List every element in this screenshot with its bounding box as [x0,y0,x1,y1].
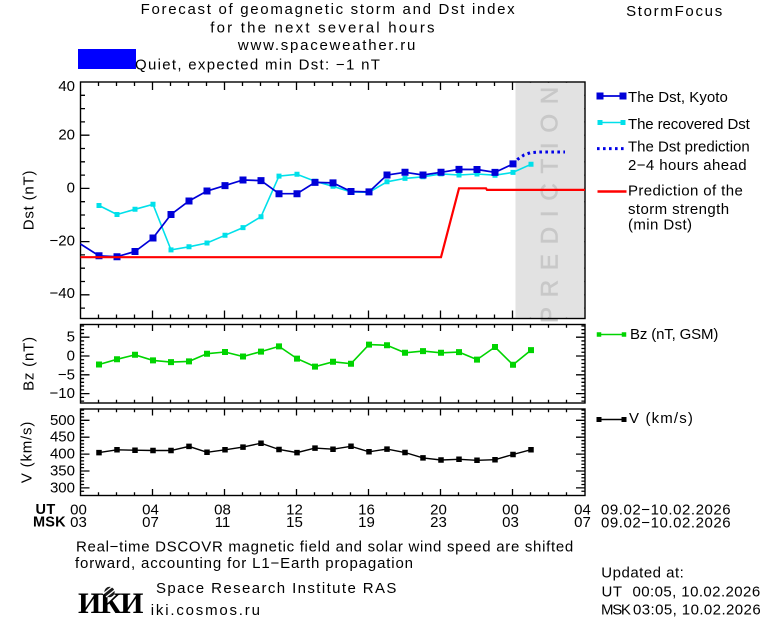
svg-text:UT: UT [36,502,56,518]
svg-text:storm strength: storm strength [628,201,729,218]
svg-text:MSK: MSK [33,515,66,531]
svg-text:300: 300 [50,479,75,496]
svg-text:23: 23 [430,514,447,531]
svg-text:09.02−10.02.2026: 09.02−10.02.2026 [601,515,731,532]
svg-text:The Dst, Kyoto: The Dst, Kyoto [628,89,728,106]
svg-text:07: 07 [142,514,159,531]
svg-text:07: 07 [574,514,591,531]
svg-text:for the next several hours: for the next several hours [210,20,436,37]
svg-text:Quiet, expected min Dst: −1 nT: Quiet, expected min Dst: −1 nT [135,57,381,74]
svg-text:−40: −40 [50,285,75,302]
svg-text:The Dst prediction: The Dst prediction [628,139,750,156]
svg-text:iki.cosmos.ru: iki.cosmos.ru [151,602,262,619]
svg-text:16: 16 [358,502,375,519]
svg-text:2−4 hours ahead: 2−4 hours ahead [628,157,747,174]
svg-text:MSK: MSK [601,602,631,619]
svg-text:Updated at:: Updated at: [601,565,684,582]
svg-text:−20: −20 [50,233,75,250]
svg-text:V (km/s): V (km/s) [19,421,36,483]
svg-text:Dst (nT): Dst (nT) [21,170,38,231]
svg-text:Real−time DSCOVR magnetic fiel: Real−time DSCOVR magnetic field and sola… [76,539,574,556]
svg-text:09.02−10.02.2026: 09.02−10.02.2026 [601,502,731,519]
svg-text:V (km/s): V (km/s) [629,410,694,427]
svg-text:PREDICTION: PREDICTION [537,77,564,323]
svg-text:Prediction of the: Prediction of the [628,183,743,200]
svg-text:0: 0 [67,180,75,197]
svg-text:UT: UT [602,584,623,601]
svg-text:StormFocus: StormFocus [626,3,724,20]
svg-text:Bz (nT): Bz (nT) [21,336,38,391]
svg-text:−10: −10 [50,385,75,402]
svg-text:04: 04 [142,502,159,519]
svg-text:−5: −5 [58,366,75,383]
svg-text:400: 400 [50,446,75,463]
svg-text:11: 11 [215,514,231,531]
svg-text:19: 19 [358,514,375,531]
svg-text:00: 00 [502,502,519,519]
svg-text:20: 20 [430,502,447,519]
svg-text:20: 20 [58,127,75,144]
svg-text:forward, accounting for L1−Ear: forward, accounting for L1−Earth propaga… [75,555,414,572]
svg-text:40: 40 [58,78,75,95]
svg-text:www.spaceweather.ru: www.spaceweather.ru [237,37,417,54]
svg-text:03: 03 [502,514,519,531]
svg-text:Forecast of geomagnetic storm: Forecast of geomagnetic storm and Dst in… [141,1,517,18]
svg-text:04: 04 [574,502,591,519]
svg-text:00:05, 10.02.2026: 00:05, 10.02.2026 [633,584,760,601]
svg-text:Bz (nT, GSM): Bz (nT, GSM) [630,326,718,343]
svg-text:450: 450 [50,429,75,446]
svg-text:03:05, 10.02.2026: 03:05, 10.02.2026 [633,602,760,619]
svg-text:500: 500 [50,412,75,429]
svg-text:00: 00 [70,502,87,519]
svg-text:15: 15 [286,514,303,531]
svg-text:0: 0 [67,348,75,365]
svg-text:5: 5 [67,329,75,346]
svg-text:350: 350 [50,463,75,480]
svg-text:Space Research Institute RAS: Space Research Institute RAS [156,580,398,597]
svg-text:12: 12 [286,502,303,519]
svg-text:(min Dst): (min Dst) [628,217,692,234]
svg-text:03: 03 [70,514,87,531]
svg-text:08: 08 [214,502,231,519]
svg-text:The recovered Dst: The recovered Dst [628,116,751,133]
